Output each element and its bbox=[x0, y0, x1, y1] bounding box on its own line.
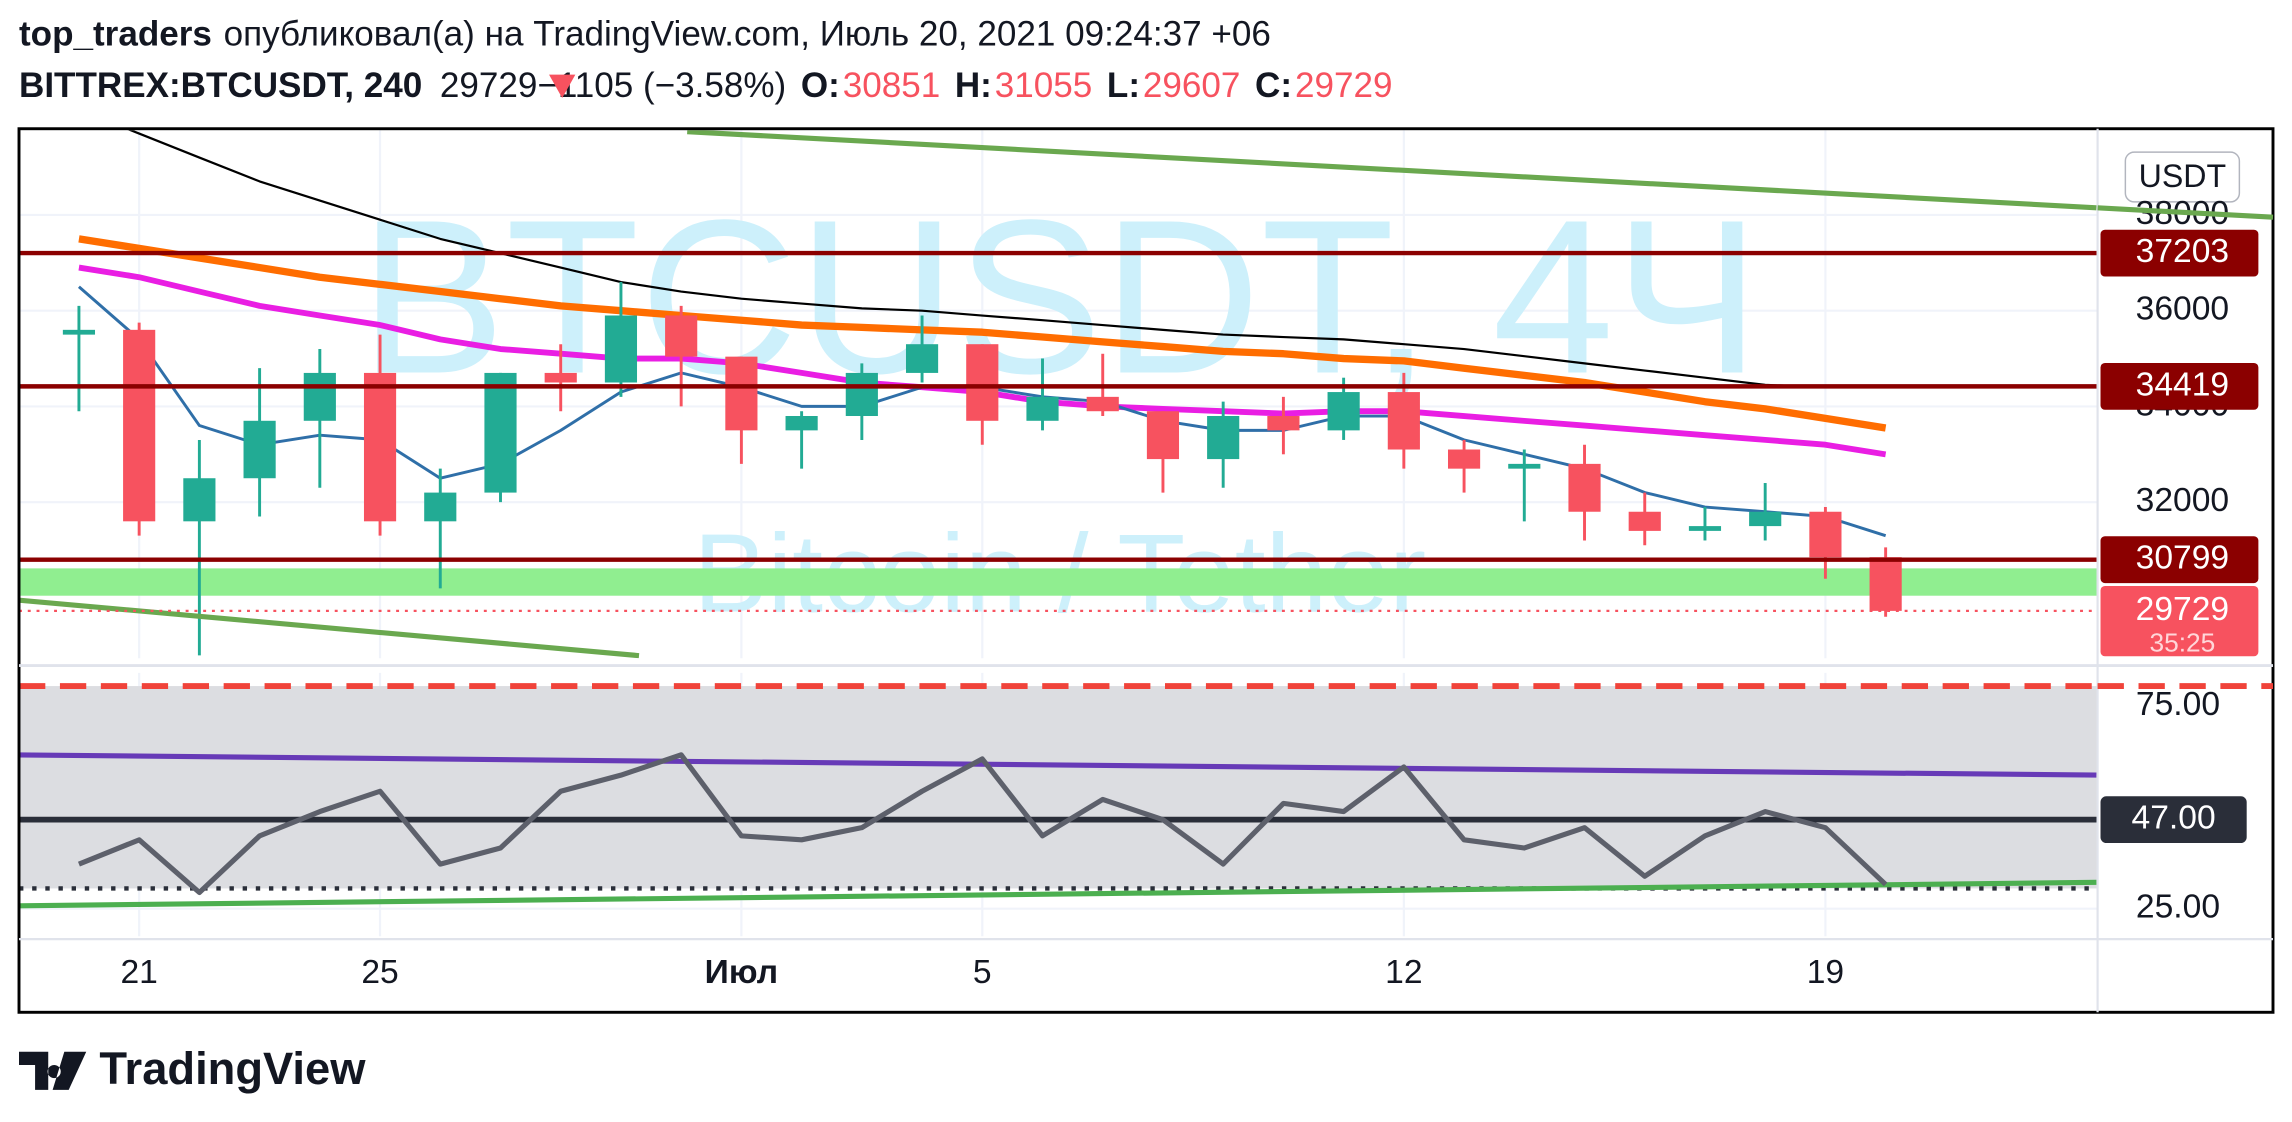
price-level-label: 30799 bbox=[2136, 540, 2229, 577]
candle-body bbox=[1447, 449, 1481, 469]
price-level-label: 37203 bbox=[2136, 233, 2229, 270]
moving-average bbox=[78, 235, 1887, 432]
candle-body bbox=[665, 315, 698, 357]
trend-line bbox=[19, 597, 640, 659]
candle-body bbox=[1809, 511, 1842, 558]
x-tick-label: 5 bbox=[973, 954, 992, 991]
candle-body bbox=[544, 372, 577, 383]
rsi-line bbox=[77, 752, 1888, 896]
candle-body bbox=[484, 372, 517, 493]
candle-body bbox=[1508, 463, 1541, 469]
candle-body bbox=[1327, 392, 1360, 431]
currency-box[interactable] bbox=[2124, 151, 2241, 203]
x-tick-label: 19 bbox=[1807, 954, 1844, 991]
candle-body bbox=[1146, 411, 1180, 460]
down-arrow bbox=[549, 74, 576, 99]
candle-body bbox=[1688, 526, 1722, 531]
last-price-box bbox=[2100, 586, 2259, 657]
candle-body bbox=[1086, 396, 1119, 412]
symbol: BITTREX:BTCUSDT, 240 bbox=[19, 66, 422, 105]
price-level-label: 34419 bbox=[2136, 366, 2229, 403]
trend-line-extension bbox=[2097, 205, 2274, 220]
y-tick-label: 36000 bbox=[2136, 291, 2229, 328]
author: top_traders bbox=[19, 15, 212, 54]
y-tick-label: 32000 bbox=[2136, 482, 2229, 519]
ohlc-value: 31055 bbox=[995, 66, 1093, 105]
moving-average bbox=[127, 130, 1826, 389]
candle-body bbox=[123, 329, 156, 522]
candle-body bbox=[785, 416, 818, 431]
candle-body bbox=[966, 344, 999, 421]
rsi-level-label-box bbox=[2100, 796, 2247, 844]
y-tick-label: 75.00 bbox=[2136, 686, 2220, 723]
price-level-label-box bbox=[2100, 362, 2259, 410]
watermark-symbol: BTCUSDT, 4Ч bbox=[359, 174, 1760, 419]
brand-name: TradingView bbox=[99, 1043, 366, 1094]
price-level-label-box bbox=[2100, 229, 2259, 277]
x-tick-label: Июл bbox=[705, 954, 778, 991]
candle-body bbox=[1267, 416, 1300, 431]
y-tick-label: 25.00 bbox=[2136, 889, 2220, 926]
tradingview-logo bbox=[19, 1051, 87, 1090]
header: top_traders опубликовал(а) на TradingView… bbox=[19, 15, 1392, 105]
last-price: 29729 bbox=[440, 66, 538, 105]
candle-body bbox=[62, 329, 96, 335]
rsi-level-label: 47.00 bbox=[2132, 800, 2216, 837]
ohlc-label: L: bbox=[1107, 66, 1140, 105]
candle-body bbox=[905, 344, 939, 373]
countdown: 35:25 bbox=[2149, 627, 2215, 657]
candle-body bbox=[363, 372, 397, 522]
ohlc-value: 29729 bbox=[1295, 66, 1393, 105]
candle-body bbox=[1568, 463, 1601, 512]
candle-body bbox=[604, 315, 638, 383]
candle-body bbox=[1026, 396, 1059, 421]
rsi-band bbox=[19, 686, 2098, 889]
candle-body bbox=[424, 492, 457, 522]
candle-body bbox=[243, 420, 276, 479]
rsi-trend-line bbox=[19, 752, 2097, 778]
chart-frame bbox=[17, 127, 2275, 1014]
candle-body bbox=[1387, 392, 1420, 450]
last-price-label: 29729 bbox=[2136, 591, 2229, 628]
candle-body bbox=[303, 372, 336, 421]
candle-body bbox=[1207, 416, 1240, 460]
candle-body bbox=[1869, 557, 1902, 611]
header-line-2: BITTREX:BTCUSDT, 240 29729−1105 (−3.58%) O… bbox=[19, 66, 1392, 105]
ohlc-value: 29607 bbox=[1143, 66, 1241, 105]
x-tick-label: 25 bbox=[361, 954, 398, 991]
candle-body bbox=[1628, 511, 1661, 531]
change: −1105 (−3.58%) bbox=[537, 66, 786, 105]
candle-body bbox=[845, 372, 878, 417]
trend-line bbox=[687, 130, 2097, 211]
rsi-pane bbox=[19, 683, 2098, 909]
header-line-1: top_traders опубликовал(а) на TradingView… bbox=[19, 15, 1271, 54]
footer: TradingView bbox=[19, 1043, 366, 1094]
candle-body bbox=[183, 478, 216, 522]
candle-body bbox=[1749, 511, 1782, 527]
ohlc-label: H: bbox=[955, 66, 992, 105]
candle-body bbox=[725, 356, 758, 431]
price-level-label-box bbox=[2100, 536, 2259, 584]
ohlc-label: O: bbox=[801, 66, 840, 105]
x-tick-label: 12 bbox=[1385, 954, 1422, 991]
published-info: опубликовал(а) на TradingView.com, Июль … bbox=[224, 15, 1271, 54]
x-tick-label: 21 bbox=[120, 954, 157, 991]
ohlc-label: C: bbox=[1255, 66, 1292, 105]
rsi-trend-line bbox=[19, 879, 2097, 909]
currency-label[interactable]: USDT bbox=[2139, 158, 2227, 194]
price-pane bbox=[19, 130, 2098, 659]
ohlc-value: 30851 bbox=[843, 66, 941, 105]
support-zone bbox=[19, 568, 2098, 596]
axes: USDT 2125Июл5121932000340003600038000372… bbox=[17, 127, 2275, 1014]
